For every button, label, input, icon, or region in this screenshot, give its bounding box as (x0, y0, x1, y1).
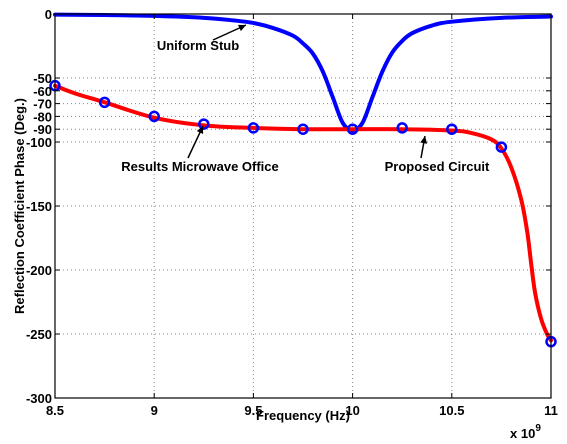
x-axis-label: Frequency (Hz) (256, 408, 350, 423)
proposed-circuit-line (53, 83, 553, 343)
microwave-office-marker (297, 123, 309, 135)
y-tick-label: -150 (26, 199, 52, 214)
y-tick-label: -70 (33, 97, 52, 112)
x-tick-label: 10 (345, 403, 359, 418)
microwave-office-marker (396, 122, 408, 134)
tick-layer: 8.5 9 9.5 10 10.5 11 0 -50-60-70-80-90-100 -150 -… (26, 7, 558, 418)
x-tick-label: 11 (544, 403, 558, 418)
y-tick-label: -60 (33, 84, 52, 99)
x-axis-multiplier: x 109 (510, 423, 541, 441)
y-tick-label: -100 (26, 135, 52, 150)
series-layer (49, 12, 557, 348)
x-multiplier-exponent: 9 (535, 423, 541, 434)
y-tick-label: -250 (26, 327, 52, 342)
microwave-office-marker (346, 123, 359, 135)
y-axis-label: Reflection Coefficient Phase (Deg.) (12, 98, 27, 314)
y-tick-label: -300 (26, 391, 52, 406)
microwave-office-marker (247, 122, 260, 134)
uniform-stub-line (53, 12, 553, 133)
x-tick-label: 8.5 (46, 403, 64, 418)
microwave-office-marker (495, 141, 508, 153)
y-tick-label: -50 (33, 71, 52, 86)
microwave-office-marker (198, 118, 210, 130)
x-tick-label: 9.5 (244, 403, 262, 418)
microwave-office-marker (98, 96, 111, 109)
x-tick-label: 10.5 (439, 403, 464, 418)
annotation-label: Results Microwave Office (121, 159, 279, 174)
microwave-office-marker (446, 123, 458, 135)
annotation-arrowhead (196, 126, 204, 134)
annotation-label: Uniform Stub (157, 38, 239, 53)
y-tick-label: -90 (33, 122, 52, 137)
annotation-label: Proposed Circuit (385, 159, 490, 174)
x-multiplier-base: x 10 (510, 426, 535, 441)
x-tick-label: 9 (151, 403, 158, 418)
annotation-arrowhead (420, 136, 428, 144)
grid-lines (55, 14, 551, 398)
annotation-layer: Uniform Stub Results Microwave Office Prop… (121, 24, 490, 174)
annotation-arrowhead (238, 24, 246, 32)
y-tick-label: -200 (26, 263, 52, 278)
y-tick-label: 0 (45, 7, 52, 22)
microwave-office-marker (148, 110, 160, 123)
y-tick-label: -80 (33, 109, 52, 124)
